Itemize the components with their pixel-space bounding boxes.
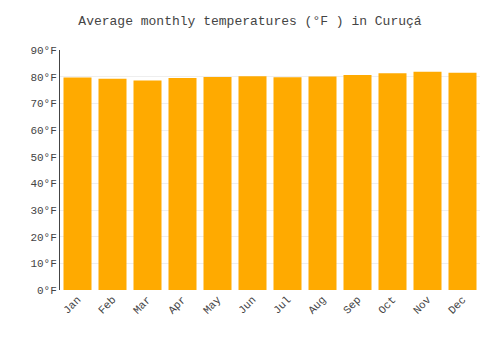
svg-text:50°F: 50°F bbox=[30, 152, 56, 164]
svg-text:60°F: 60°F bbox=[30, 125, 56, 137]
svg-text:40°F: 40°F bbox=[30, 178, 56, 190]
svg-text:Jan: Jan bbox=[61, 294, 83, 316]
svg-text:Average monthly temperatures (: Average monthly temperatures (°F ) in Cu… bbox=[78, 14, 421, 29]
svg-text:90°F: 90°F bbox=[30, 45, 56, 57]
svg-text:Jun: Jun bbox=[236, 294, 258, 316]
svg-text:0°F: 0°F bbox=[37, 285, 57, 297]
svg-text:Nov: Nov bbox=[411, 294, 434, 317]
svg-text:Mar: Mar bbox=[131, 294, 153, 316]
svg-text:Oct: Oct bbox=[376, 294, 398, 316]
svg-text:May: May bbox=[201, 294, 224, 317]
svg-text:Sep: Sep bbox=[341, 294, 363, 316]
svg-text:10°F: 10°F bbox=[30, 258, 56, 270]
svg-text:20°F: 20°F bbox=[30, 232, 56, 244]
svg-text:Dec: Dec bbox=[446, 294, 468, 316]
svg-text:Jul: Jul bbox=[271, 294, 293, 316]
svg-text:Apr: Apr bbox=[166, 294, 188, 316]
svg-text:80°F: 80°F bbox=[30, 72, 56, 84]
svg-text:30°F: 30°F bbox=[30, 205, 56, 217]
svg-text:Aug: Aug bbox=[306, 294, 328, 316]
svg-text:70°F: 70°F bbox=[30, 98, 56, 110]
svg-text:Feb: Feb bbox=[96, 294, 118, 316]
